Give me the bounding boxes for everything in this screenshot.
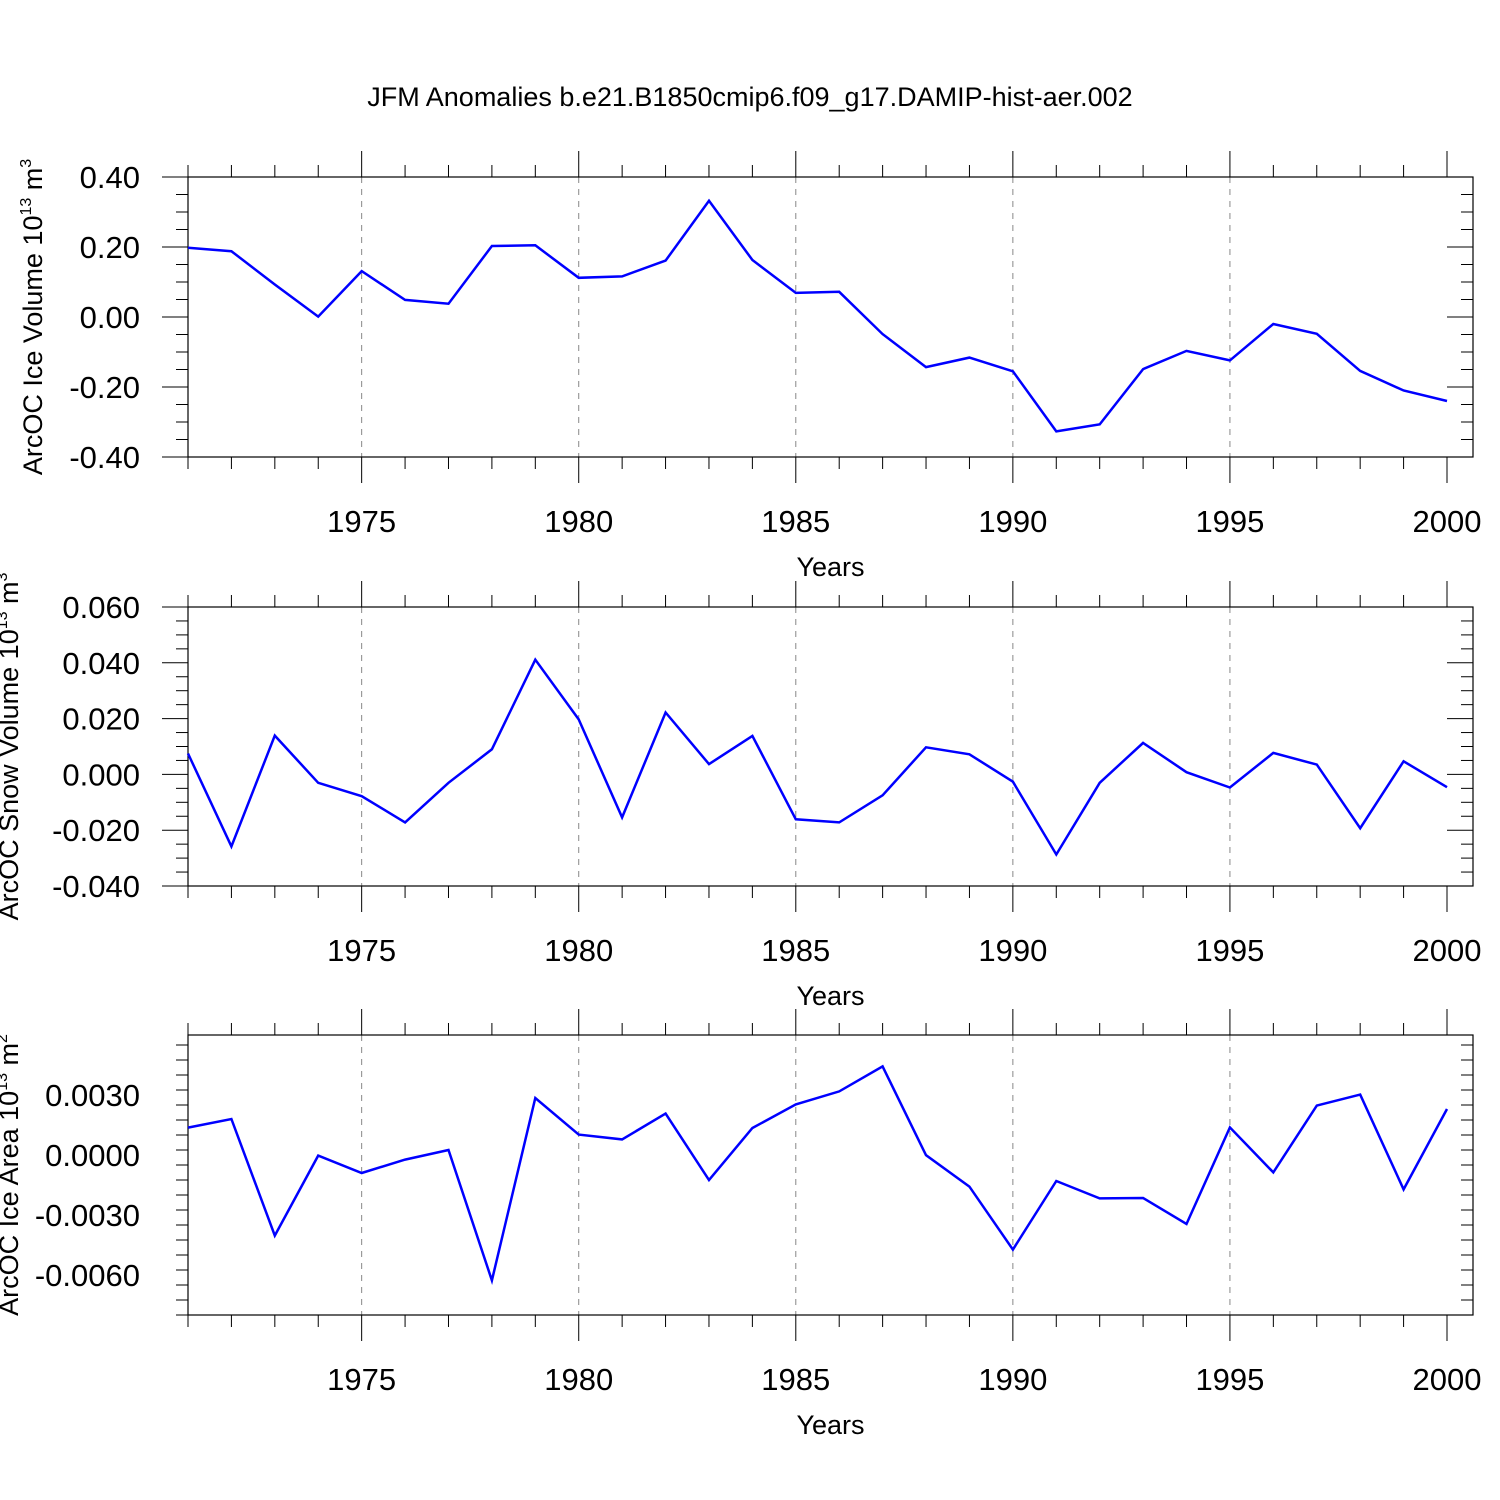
y-tick-label: 0.060: [62, 590, 140, 625]
data-line-series-1: [187, 198, 1448, 433]
x-tick-label: 2000: [1413, 504, 1482, 539]
x-axis-title: Years: [796, 1410, 864, 1440]
x-tick-label: 1990: [978, 933, 1047, 968]
x-tick-label: 1985: [761, 504, 830, 539]
x-tick-label: 1975: [327, 1362, 396, 1397]
y-tick-label: -0.020: [52, 813, 140, 848]
y-tick-label: 0.40: [80, 160, 140, 195]
x-tick-label: 2000: [1413, 1362, 1482, 1397]
y-tick-label: -0.040: [52, 869, 140, 904]
data-line-series-1: [186, 657, 1448, 857]
y-axis-title: ArcOC Snow Volume 1013 m3: [0, 572, 24, 920]
y-tick-label: 0.040: [62, 646, 140, 681]
x-tick-label: 1995: [1195, 504, 1264, 539]
panel-3: -0.0060 -0.0030 0.0000 0.0030 1975 1980 1985 19…: [0, 1009, 1481, 1440]
x-tick-label: 1980: [544, 504, 613, 539]
x-tick-label: 1975: [327, 504, 396, 539]
plot-frame: [187, 1034, 1474, 1316]
data-line-series-1: [187, 1064, 1449, 1285]
plot-frame: [187, 176, 1474, 458]
x-axis-title: Years: [796, 552, 864, 582]
x-tick-label: 1990: [978, 504, 1047, 539]
x-tick-label: 1985: [761, 933, 830, 968]
x-tick-label: 1985: [761, 1362, 830, 1397]
panel-2: -0.040 -0.020 0.000 0.020 0.040 0.060 1975 1980…: [0, 572, 1481, 1011]
x-tick-label: 1990: [978, 1362, 1047, 1397]
x-tick-label: 1995: [1195, 1362, 1264, 1397]
y-tick-label: -0.40: [69, 440, 140, 475]
x-tick-label: 1980: [544, 1362, 613, 1397]
y-tick-label: -0.20: [69, 370, 140, 405]
y-tick-label: 0.20: [80, 230, 140, 265]
x-axis-title: Years: [796, 981, 864, 1011]
y-tick-label: 0.00: [80, 300, 140, 335]
y-tick-label: 0.0000: [45, 1138, 140, 1173]
y-axis-title: ArcOC Ice Area 1013 m2: [0, 1034, 24, 1316]
x-tick-label: 1995: [1195, 933, 1264, 968]
y-tick-label: 0.000: [62, 757, 140, 792]
x-tick-label: 1980: [544, 933, 613, 968]
panel-1: -0.40 -0.20 0.00 0.20 0.40 1975 1980 1985 1990 19…: [18, 151, 1481, 582]
y-tick-label: 0.020: [62, 702, 140, 737]
y-axis-title: ArcOC Ice Volume 1013 m3: [18, 159, 48, 475]
x-tick-label: 1975: [327, 933, 396, 968]
y-tick-label: -0.0030: [35, 1198, 140, 1233]
y-tick-label: -0.0060: [35, 1258, 140, 1293]
figure-title: JFM Anomalies b.e21.B1850cmip6.f09_g17.D…: [367, 82, 1133, 112]
plot-frame: [187, 606, 1474, 887]
x-tick-label: 2000: [1413, 933, 1482, 968]
y-tick-label: 0.0030: [45, 1078, 140, 1113]
